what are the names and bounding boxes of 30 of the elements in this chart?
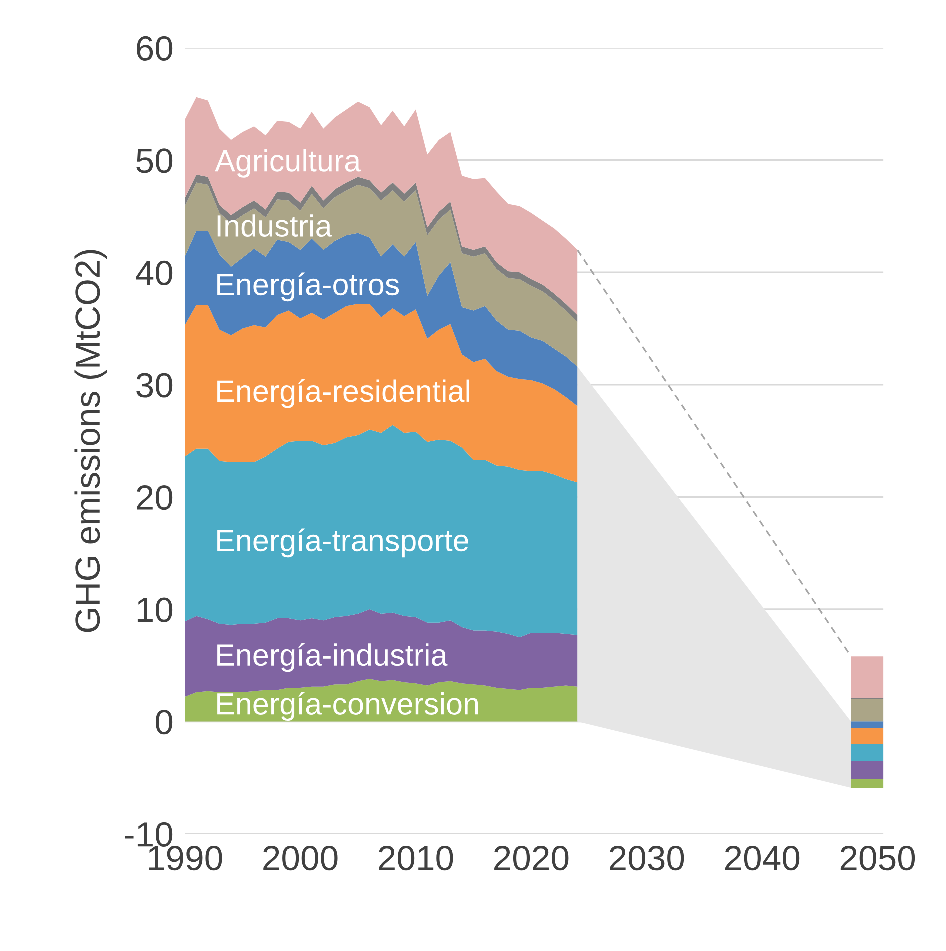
series-label: Energía-residential	[218, 379, 470, 408]
bar	[851, 744, 884, 762]
y-tick-label: 20	[137, 486, 173, 510]
bar	[851, 728, 884, 744]
x-tick-label: 2050	[840, 846, 916, 871]
bar	[851, 699, 884, 722]
x-tick-label: 2020	[494, 846, 569, 871]
series-label: Industria	[218, 214, 332, 238]
x-tick-label: 2040	[725, 846, 800, 871]
series-label: Energía-industria	[218, 643, 448, 672]
series-label: Energía-transporte	[218, 528, 468, 558]
x-tick-label: 1990	[149, 846, 222, 871]
bar	[851, 761, 884, 780]
bar	[851, 722, 884, 728]
x-tick-label: 2000	[264, 846, 338, 871]
series-label: Energía-conversion	[218, 692, 478, 722]
y-tick-label: -10	[125, 822, 173, 847]
y-tick-label: 10	[138, 598, 173, 622]
y-tick-label: 0	[156, 710, 173, 735]
y-tick-label: 30	[136, 373, 173, 398]
y-axis-title: GHG emissions (MtCO2)	[74, 250, 108, 632]
y-tick-label: 40	[136, 260, 173, 286]
bar	[851, 779, 884, 788]
series-label: Energía-otros	[218, 272, 400, 302]
y-tick-label: 50	[136, 148, 173, 174]
series-label: Agricultura	[215, 149, 362, 178]
x-tick-label: 2030	[610, 846, 684, 871]
x-tick-label: 2010	[379, 846, 454, 871]
bar	[851, 656, 884, 698]
y-tick-label: 60	[137, 36, 173, 61]
